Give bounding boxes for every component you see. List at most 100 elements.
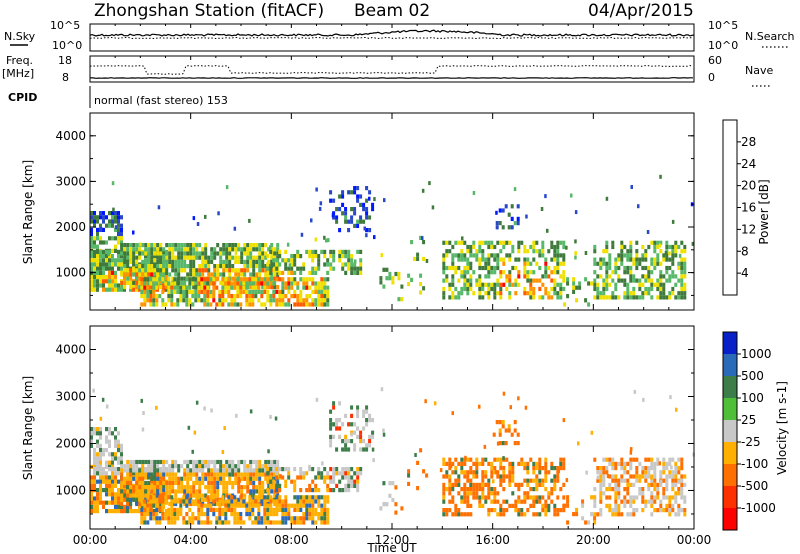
echo-cell: [451, 274, 455, 279]
echo-cell: [126, 468, 130, 473]
echo-cell: [114, 467, 117, 472]
echo-cell: [249, 489, 253, 494]
echo-cell: [442, 457, 446, 462]
echo-cell: [216, 251, 220, 256]
echo-cell: [221, 294, 225, 299]
echo-cell: [278, 262, 282, 267]
echo-cell: [299, 270, 303, 275]
echo-cell: [662, 282, 666, 287]
echo-cell: [508, 478, 512, 483]
echo-cell: [102, 254, 105, 259]
echo-cell: [132, 230, 135, 235]
echo-cell: [305, 507, 309, 512]
echo-cell: [354, 259, 357, 264]
echo-cell: [559, 466, 563, 471]
echo-cell: [538, 478, 542, 483]
echo-cell: [206, 512, 210, 517]
cpid-label: CPID: [8, 91, 37, 104]
echo-cell: [225, 493, 229, 498]
echo-cell: [144, 468, 148, 473]
echo-cell: [626, 291, 630, 296]
echo-cell: [164, 495, 168, 500]
echo-cell: [626, 286, 630, 292]
echo-cell: [249, 264, 253, 269]
echo-cell: [105, 448, 108, 453]
echo-cell: [209, 495, 213, 500]
echo-cell: [481, 491, 485, 496]
echo-cell: [117, 240, 120, 245]
echo-cell: [218, 302, 222, 307]
echo-cell: [629, 461, 633, 466]
echo-cell: [460, 291, 464, 296]
echo-cell: [264, 268, 268, 273]
echo-cell: [269, 270, 273, 275]
echo-cell: [526, 257, 530, 262]
echo-cell: [182, 516, 186, 521]
echo-cell: [650, 286, 654, 292]
echo-cell: [653, 461, 657, 466]
echo-cell: [656, 240, 660, 245]
echo-cell: [183, 501, 187, 507]
echo-cell: [478, 240, 482, 245]
echo-cell: [538, 482, 542, 487]
echo-cell: [284, 512, 288, 517]
echo-cell: [167, 285, 171, 290]
echo-cell: [653, 257, 657, 262]
echo-cell: [653, 240, 657, 245]
echo-cell: [605, 495, 609, 500]
echo-cell: [641, 470, 645, 475]
echo-cell: [496, 257, 500, 262]
echo-cell: [153, 268, 157, 273]
echo-cell: [170, 302, 174, 307]
echo-cell: [176, 516, 180, 521]
echo-cell: [626, 253, 630, 258]
echo-cell: [219, 280, 223, 285]
echo-cell: [269, 266, 273, 271]
echo-cell: [347, 266, 351, 271]
echo-cell: [270, 243, 274, 248]
echo-cell: [129, 476, 133, 481]
echo-cell: [228, 251, 232, 256]
echo-cell: [197, 503, 201, 508]
echo-cell: [585, 470, 588, 475]
echo-cell: [641, 274, 645, 279]
echo-cell: [329, 266, 333, 271]
echo-cell: [194, 285, 198, 290]
echo-cell: [233, 302, 237, 307]
echo-cell: [356, 475, 360, 480]
echo-cell: [164, 281, 168, 286]
echo-cell: [484, 257, 488, 262]
echo-cell: [321, 461, 324, 466]
freq-series-line: [89, 77, 693, 79]
echo-cell: [275, 475, 279, 480]
echo-cell: [356, 266, 360, 271]
echo-cell: [626, 487, 630, 492]
echo-cell: [602, 466, 606, 471]
echo-cell: [174, 489, 178, 494]
echo-cell: [213, 485, 217, 490]
echo-cell: [499, 257, 503, 262]
echo-cell: [207, 485, 211, 490]
echo-cell: [168, 251, 172, 256]
echo-cell: [498, 208, 502, 213]
echo-cell: [608, 503, 612, 508]
echo-cell: [626, 499, 630, 504]
echo-cell: [117, 509, 120, 514]
echo-cell: [590, 281, 594, 286]
echo-cell: [445, 249, 449, 254]
echo-cell: [478, 278, 482, 283]
echo-cell: [254, 285, 258, 290]
echo-cell: [278, 495, 282, 500]
echo-cell: [188, 281, 192, 286]
echo-cell: [674, 244, 678, 250]
echo-cell: [487, 508, 491, 513]
colorbar-swatch: [723, 354, 737, 377]
echo-cell: [233, 277, 237, 282]
echo-cell: [572, 512, 576, 517]
echo-cell: [523, 512, 527, 517]
echo-cell: [305, 471, 309, 476]
echo-cell: [195, 472, 199, 477]
echo-cell: [225, 468, 229, 473]
echo-cell: [493, 253, 497, 258]
echo-cell: [186, 255, 190, 260]
